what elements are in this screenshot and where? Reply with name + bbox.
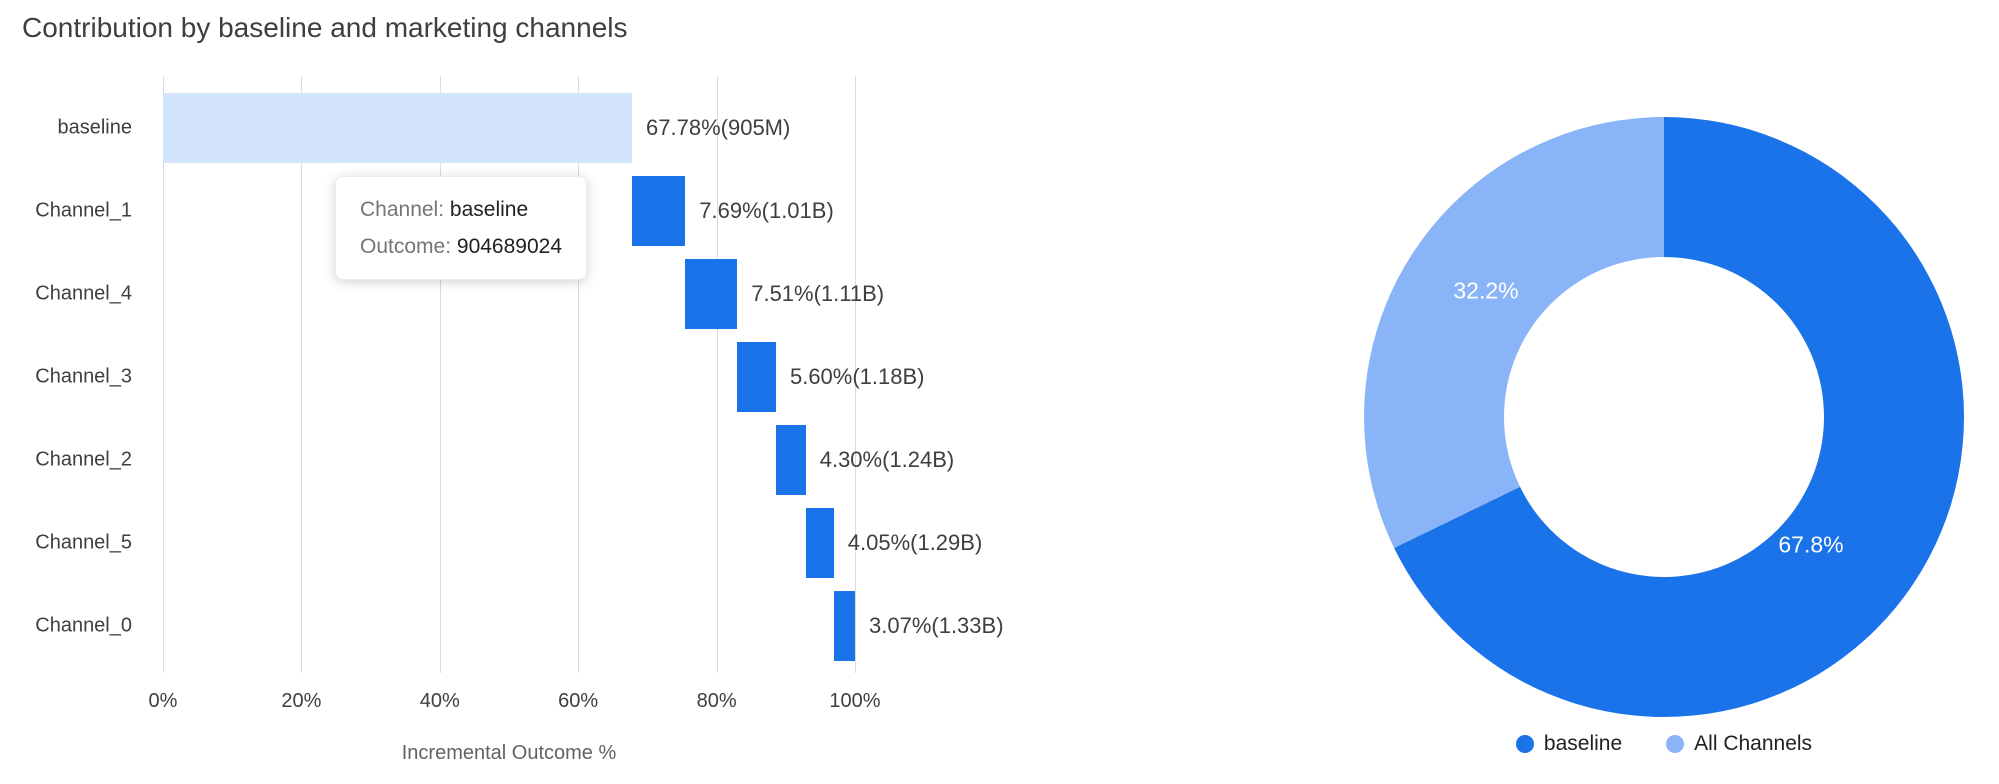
waterfall-bar-channel-0[interactable] [833, 591, 855, 661]
x-tick-label: 40% [419, 690, 460, 712]
tooltip-channel-label: Channel: [360, 198, 445, 221]
x-tick-label: 60% [558, 690, 599, 712]
gridline [716, 76, 718, 673]
donut-chart[interactable]: 32.2% 67.8% [1364, 117, 1964, 717]
category-label: Channel_1 [35, 199, 132, 222]
chart-tooltip: Channel: baseline Outcome: 904689024 [335, 176, 588, 280]
chart-title: Contribution by baseline and marketing c… [22, 12, 628, 43]
waterfall-plot: 0% 20% 40% 60% 80% 100% Incremental Outcome % b… [35, 76, 1004, 764]
gridline [439, 76, 441, 673]
category-label: Channel_3 [35, 365, 132, 388]
legend-item-all-channels[interactable]: All Channels [1666, 732, 1812, 756]
bar-value-label: 7.51%(1.11B) [751, 281, 885, 306]
tooltip-outcome-value: 904689024 [456, 235, 563, 258]
tooltip-channel-value: baseline [449, 198, 529, 221]
category-label: Channel_5 [35, 531, 132, 554]
category-label: Channel_2 [35, 448, 132, 471]
x-axis-title: Incremental Outcome % [401, 742, 617, 764]
bar-value-label: 4.30%(1.24B) [819, 447, 955, 472]
waterfall-bar-channel-2[interactable] [775, 425, 806, 495]
x-tick-label: 100% [829, 690, 881, 712]
legend-label-all-channels: All Channels [1694, 732, 1813, 755]
tooltip-outcome-row: Outcome: 904689024 [360, 228, 562, 265]
waterfall-bar-channel-5[interactable] [805, 508, 834, 578]
donut-label-all-channels: 32.2% [1453, 277, 1519, 304]
legend-item-baseline[interactable]: baseline [1515, 732, 1623, 756]
gridline [855, 76, 856, 673]
x-tick-label: 0% [148, 690, 178, 712]
legend-dot-all-channels [1666, 735, 1685, 753]
waterfall-bar-channel-1[interactable] [632, 176, 686, 246]
gridline [301, 76, 303, 673]
waterfall-bar-channel-4[interactable] [685, 259, 738, 329]
waterfall-bar-channel-3[interactable] [737, 342, 776, 412]
tooltip-outcome-label: Outcome: [360, 235, 452, 258]
gridline [578, 76, 580, 673]
x-tick-label: 80% [696, 690, 737, 712]
category-label: baseline [57, 116, 132, 139]
donut-hole [1504, 257, 1824, 577]
waterfall-bar-baseline[interactable] [163, 93, 633, 163]
tooltip-channel-row: Channel: baseline [360, 191, 562, 228]
bar-value-label: 5.60%(1.18B) [789, 364, 925, 389]
gridline [163, 76, 164, 673]
bar-value-label: 7.69%(1.01B) [699, 198, 834, 223]
donut-label-baseline: 67.8% [1778, 531, 1844, 558]
legend-dot-baseline [1515, 735, 1534, 753]
legend-label-baseline: baseline [1543, 732, 1623, 755]
donut-legend: baseline All Channels [1364, 732, 1964, 756]
bar-value-label: 67.78%(905M) [646, 115, 791, 140]
bar-value-label: 4.05%(1.29B) [847, 530, 983, 555]
x-tick-label: 20% [281, 690, 322, 712]
category-label: Channel_4 [35, 282, 132, 305]
bar-value-label: 3.07%(1.33B) [869, 613, 1004, 638]
category-label: Channel_0 [35, 614, 132, 637]
